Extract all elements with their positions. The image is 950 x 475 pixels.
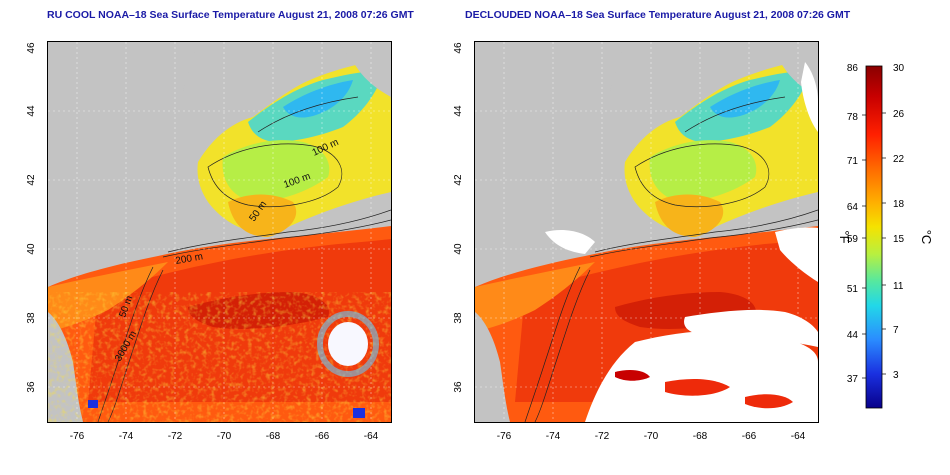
left-y-ticks: 36 38 40 42 44 46 xyxy=(26,42,37,393)
svg-text:30: 30 xyxy=(893,63,905,74)
fahrenheit-axis-label: °F xyxy=(837,230,852,243)
svg-text:-72: -72 xyxy=(595,431,610,442)
svg-text:38: 38 xyxy=(453,312,464,324)
svg-text:42: 42 xyxy=(26,174,37,186)
svg-text:44: 44 xyxy=(847,330,859,341)
left-x-ticks: -76 -74 -72 -70 -68 -66 -64 xyxy=(70,431,379,442)
svg-text:37: 37 xyxy=(847,374,859,385)
svg-text:-74: -74 xyxy=(119,431,134,442)
svg-text:36: 36 xyxy=(26,381,37,393)
colorbar-gradient xyxy=(865,65,883,409)
svg-text:22: 22 xyxy=(893,154,905,165)
svg-text:-76: -76 xyxy=(497,431,512,442)
colorbar-fahrenheit-ticks: 86 78 71 64 59 51 44 37 xyxy=(847,63,859,385)
svg-text:-74: -74 xyxy=(546,431,561,442)
svg-text:-68: -68 xyxy=(266,431,281,442)
svg-text:38: 38 xyxy=(26,312,37,324)
svg-text:-76: -76 xyxy=(70,431,85,442)
left-map-panel xyxy=(47,41,392,423)
cloud-patch xyxy=(328,322,368,366)
celsius-axis-label: °C xyxy=(919,230,934,245)
svg-text:40: 40 xyxy=(26,243,37,255)
svg-text:26: 26 xyxy=(893,109,905,120)
svg-text:11: 11 xyxy=(893,281,904,292)
svg-text:51: 51 xyxy=(847,284,859,295)
svg-text:86: 86 xyxy=(847,63,859,74)
svg-text:-66: -66 xyxy=(315,431,330,442)
right-y-ticks: 36 38 40 42 44 46 xyxy=(453,42,464,393)
svg-text:3: 3 xyxy=(893,370,899,381)
svg-text:-68: -68 xyxy=(693,431,708,442)
svg-text:-64: -64 xyxy=(364,431,379,442)
svg-text:7: 7 xyxy=(893,325,899,336)
right-panel-title: DECLOUDED NOAA–18 Sea Surface Temperatur… xyxy=(465,9,851,21)
contour-label-200m: 200 m xyxy=(175,251,204,267)
left-panel-title: RU COOL NOAA–18 Sea Surface Temperature … xyxy=(47,9,414,21)
svg-text:78: 78 xyxy=(847,112,859,123)
svg-text:36: 36 xyxy=(453,381,464,393)
svg-text:-66: -66 xyxy=(742,431,757,442)
svg-text:59: 59 xyxy=(847,234,859,245)
svg-text:-70: -70 xyxy=(217,431,232,442)
svg-text:46: 46 xyxy=(26,42,37,54)
svg-text:-70: -70 xyxy=(644,431,659,442)
colorbar-celsius-ticks: 30 26 22 18 15 11 7 3 xyxy=(893,63,905,381)
svg-text:40: 40 xyxy=(453,243,464,255)
svg-text:42: 42 xyxy=(453,174,464,186)
svg-text:44: 44 xyxy=(26,105,37,117)
svg-text:-72: -72 xyxy=(168,431,183,442)
svg-text:44: 44 xyxy=(453,105,464,117)
right-x-ticks: -76 -74 -72 -70 -68 -66 -64 xyxy=(497,431,806,442)
svg-text:-64: -64 xyxy=(791,431,806,442)
svg-text:15: 15 xyxy=(893,234,905,245)
svg-text:64: 64 xyxy=(847,202,859,213)
svg-text:71: 71 xyxy=(847,156,859,167)
colorbar: 86 78 71 64 59 51 44 37 30 26 22 18 15 1… xyxy=(837,63,934,409)
right-map-panel xyxy=(474,41,819,423)
svg-text:18: 18 xyxy=(893,199,905,210)
svg-text:46: 46 xyxy=(453,42,464,54)
